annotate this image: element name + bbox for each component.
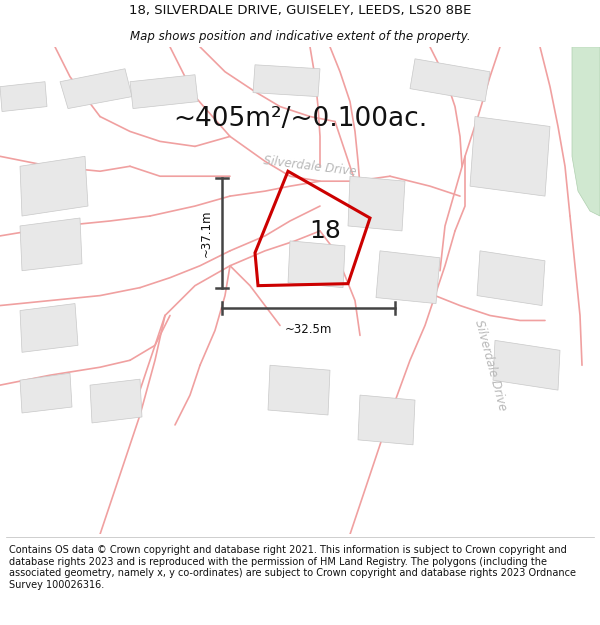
Text: ~37.1m: ~37.1m bbox=[199, 209, 212, 257]
Text: 18, SILVERDALE DRIVE, GUISELEY, LEEDS, LS20 8BE: 18, SILVERDALE DRIVE, GUISELEY, LEEDS, L… bbox=[129, 4, 471, 17]
Polygon shape bbox=[60, 69, 132, 109]
Polygon shape bbox=[410, 59, 490, 102]
Polygon shape bbox=[288, 241, 345, 288]
Polygon shape bbox=[493, 341, 560, 390]
Text: 18: 18 bbox=[309, 219, 341, 243]
Text: Map shows position and indicative extent of the property.: Map shows position and indicative extent… bbox=[130, 30, 470, 43]
Polygon shape bbox=[20, 156, 88, 216]
Polygon shape bbox=[358, 395, 415, 445]
Polygon shape bbox=[20, 218, 82, 271]
Polygon shape bbox=[268, 365, 330, 415]
Polygon shape bbox=[20, 304, 78, 352]
Polygon shape bbox=[0, 82, 47, 111]
Polygon shape bbox=[376, 251, 440, 304]
Polygon shape bbox=[348, 176, 405, 231]
Polygon shape bbox=[470, 116, 550, 196]
Polygon shape bbox=[90, 379, 142, 423]
Polygon shape bbox=[477, 251, 545, 306]
Text: Silverdale Drive: Silverdale Drive bbox=[472, 318, 508, 412]
Polygon shape bbox=[253, 65, 320, 97]
Text: ~405m²/~0.100ac.: ~405m²/~0.100ac. bbox=[173, 106, 427, 131]
Polygon shape bbox=[572, 47, 600, 216]
Polygon shape bbox=[130, 75, 198, 109]
Text: Silverdale Drive: Silverdale Drive bbox=[263, 154, 357, 178]
Polygon shape bbox=[20, 373, 72, 413]
Text: Contains OS data © Crown copyright and database right 2021. This information is : Contains OS data © Crown copyright and d… bbox=[9, 545, 576, 590]
Text: ~32.5m: ~32.5m bbox=[285, 323, 332, 336]
